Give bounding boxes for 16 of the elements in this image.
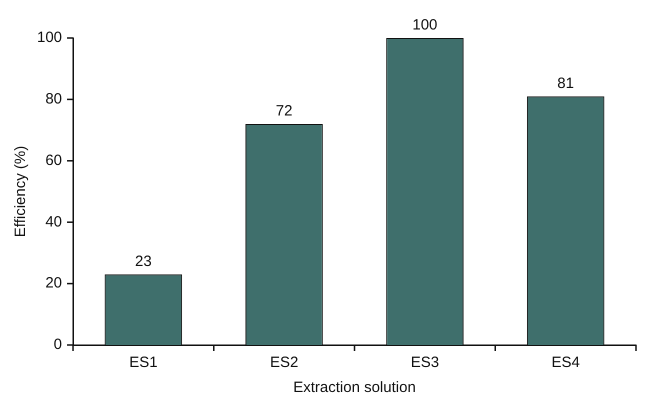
y-tick-label: 20 [45,274,62,292]
y-tick-label: 40 [45,213,62,230]
x-axis-title: Extraction solution [293,379,416,396]
data-label: 72 [276,102,292,120]
y-tick-label: 0 [54,336,62,354]
x-tick-label: ES3 [410,354,440,372]
y-axis-title: Efficiency (%) [12,146,30,238]
y-tick-label: 60 [45,152,62,169]
data-label: 23 [135,253,152,270]
data-label: 81 [557,74,574,92]
y-tick-label: 80 [45,90,62,108]
x-tick-label: ES2 [270,354,298,372]
x-tick-label: ES4 [551,354,580,372]
y-tick-label: 100 [36,29,62,46]
data-label: 100 [412,16,438,34]
x-tick-label: ES1 [129,354,158,372]
